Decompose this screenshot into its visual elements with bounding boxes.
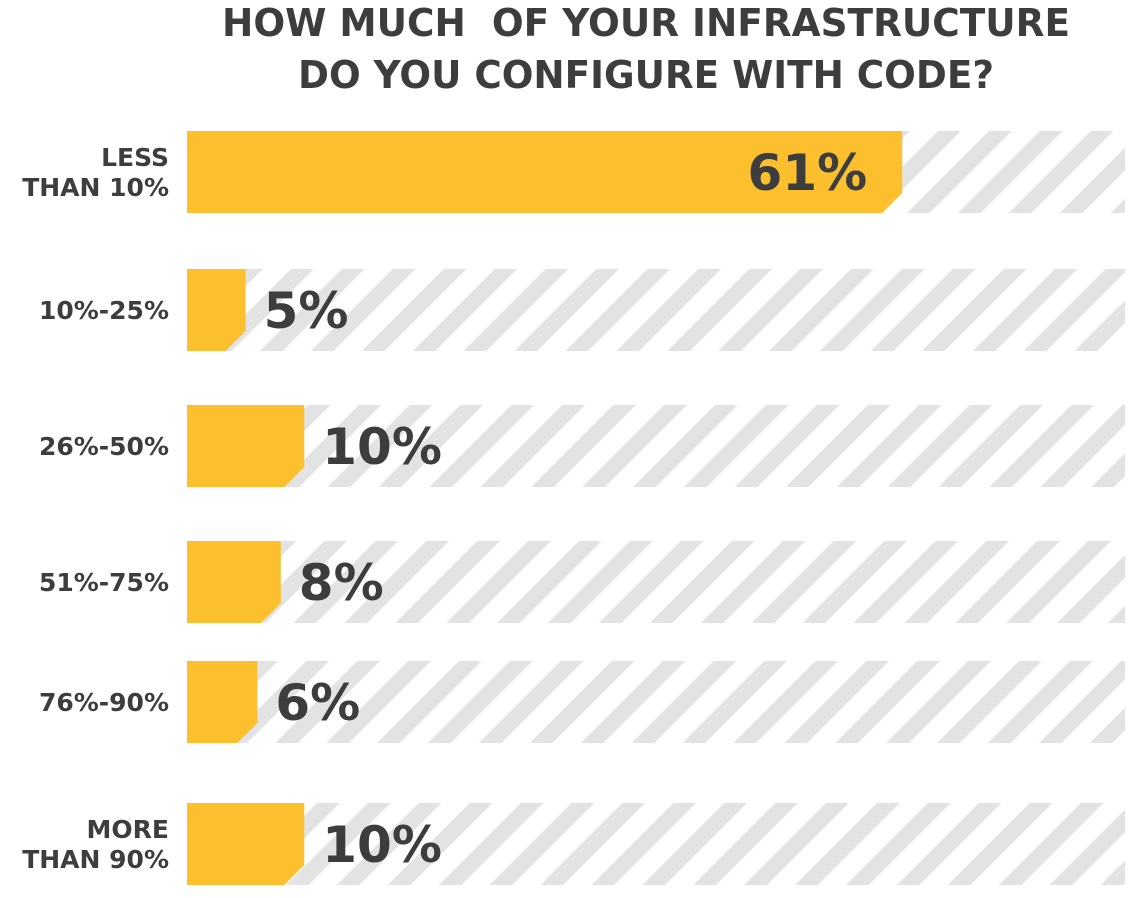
bar-row: 10%-25% 5% (39, 269, 1125, 351)
bar (187, 405, 305, 487)
category-label: 10%-25% (39, 296, 169, 325)
category-label: 51%-75% (39, 568, 169, 597)
data-label: 10% (322, 816, 442, 874)
data-label: 10% (322, 418, 442, 476)
chart-title: HOW MUCH OF YOUR INFRASTRUCTURE DO YOU CO… (222, 1, 1070, 97)
category-label: MORE (87, 815, 169, 844)
bar-track (187, 405, 1125, 487)
bar-track (187, 269, 1125, 351)
bar-row: 51%-75% 8% (39, 541, 1125, 623)
category-label: LESS (101, 143, 169, 172)
bar-row: 76%-90% 6% (39, 661, 1125, 743)
data-label: 5% (264, 282, 349, 340)
category-label: 76%-90% (39, 688, 169, 717)
chart-title-line: HOW MUCH OF YOUR INFRASTRUCTURE (222, 1, 1070, 45)
chart-title-line: DO YOU CONFIGURE WITH CODE? (298, 53, 994, 97)
bar-track (187, 541, 1125, 623)
bar (187, 803, 305, 885)
bar-row: 26%-50% 10% (39, 405, 1125, 487)
bar (187, 269, 246, 351)
category-label: THAN 90% (22, 845, 169, 874)
bar (187, 661, 258, 743)
bar-track (187, 661, 1125, 743)
bar (187, 131, 903, 213)
data-label: 8% (299, 554, 384, 612)
category-label: 26%-50% (39, 432, 169, 461)
data-label: 61% (748, 144, 868, 202)
category-label: THAN 10% (22, 173, 169, 202)
bar-track (187, 803, 1125, 885)
bar (187, 541, 281, 623)
data-label: 6% (275, 674, 360, 732)
